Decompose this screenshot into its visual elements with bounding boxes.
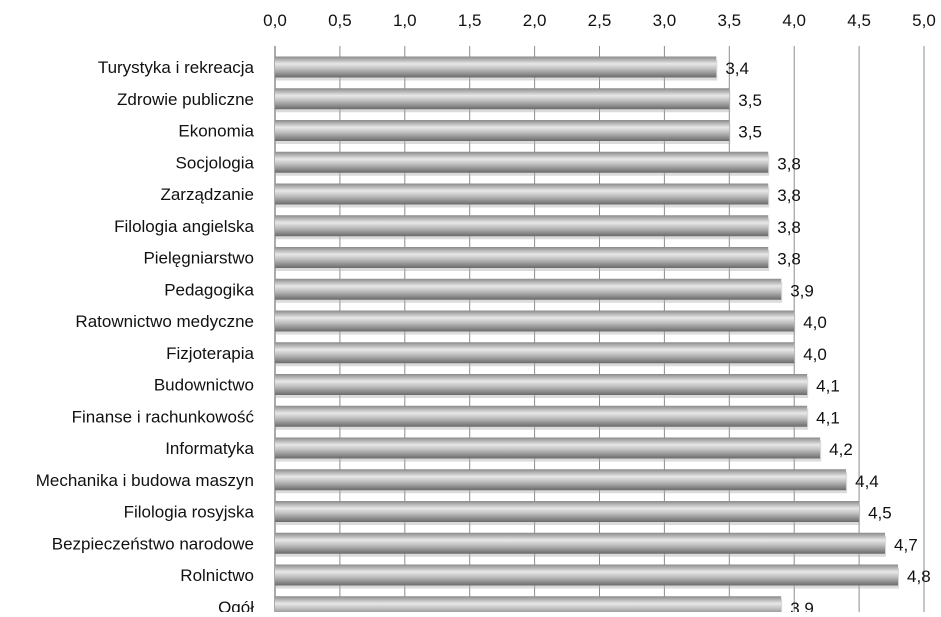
bar bbox=[275, 469, 847, 491]
x-tick-label: 4,0 bbox=[782, 11, 806, 30]
value-label: 4,4 bbox=[855, 472, 879, 491]
bar bbox=[275, 215, 769, 237]
value-labels: 3,43,53,53,83,83,83,83,94,04,04,14,14,24… bbox=[725, 59, 931, 617]
x-tick-label: 0,5 bbox=[328, 11, 352, 30]
bar bbox=[275, 247, 769, 268]
category-label: Ekonomia bbox=[178, 122, 254, 141]
value-label: 4,0 bbox=[803, 345, 827, 364]
category-label: Filologia angielska bbox=[114, 217, 254, 236]
category-label: Pedagogika bbox=[164, 280, 254, 299]
x-tick-label: 3,5 bbox=[717, 11, 741, 30]
value-label: 3,8 bbox=[777, 154, 801, 173]
category-label: Zdrowie publiczne bbox=[117, 90, 254, 109]
category-label: Fizjoterapia bbox=[166, 344, 254, 363]
value-label: 3,9 bbox=[790, 599, 814, 612]
x-tick-label: 4,5 bbox=[847, 11, 871, 30]
value-label: 4,7 bbox=[894, 535, 918, 554]
value-label: 3,9 bbox=[790, 281, 814, 300]
value-label: 4,0 bbox=[803, 313, 827, 332]
bars bbox=[275, 56, 900, 617]
category-label: Bezpieczeństwo narodowe bbox=[52, 534, 254, 553]
category-label: Ratownictwo medyczne bbox=[75, 312, 254, 331]
category-label: Budownictwo bbox=[154, 376, 254, 395]
value-label: 4,8 bbox=[907, 567, 931, 586]
x-axis-tick-labels: 0,0 0,5 1,0 1,5 2,0 2,5 3,0 3,5 4,0 4,5 5,0 bbox=[263, 11, 936, 30]
bar bbox=[275, 437, 821, 459]
category-label: Socjologia bbox=[176, 153, 255, 172]
value-label: 3,8 bbox=[777, 218, 801, 237]
bar bbox=[275, 532, 886, 554]
bar bbox=[275, 310, 795, 332]
value-label: 3,8 bbox=[777, 250, 801, 269]
category-label: Informatyka bbox=[165, 439, 254, 458]
category-label: Finanse i rachunkowość bbox=[72, 407, 255, 426]
x-tick-label: 5,0 bbox=[912, 11, 936, 30]
value-label: 4,2 bbox=[829, 440, 853, 459]
bar bbox=[275, 596, 782, 617]
x-tick-label: 2,0 bbox=[523, 11, 547, 30]
x-tick-label: 3,0 bbox=[653, 11, 677, 30]
value-label: 3,5 bbox=[738, 91, 762, 110]
value-label: 4,5 bbox=[868, 504, 892, 523]
category-label: Turystyka i rekreacja bbox=[98, 58, 255, 77]
bar bbox=[275, 120, 730, 141]
x-tick-label: 1,0 bbox=[393, 11, 417, 30]
bar bbox=[275, 374, 808, 395]
bar bbox=[275, 183, 769, 205]
bar bbox=[275, 88, 730, 110]
value-label: 4,1 bbox=[816, 408, 840, 427]
value-label: 3,5 bbox=[738, 123, 762, 142]
x-tick-label: 1,5 bbox=[458, 11, 482, 30]
bar bbox=[275, 342, 795, 364]
bar bbox=[275, 501, 860, 522]
value-label: 3,8 bbox=[777, 186, 801, 205]
x-tick-label: 0,0 bbox=[263, 11, 287, 30]
bar bbox=[275, 56, 717, 78]
category-label: Mechanika i budowa maszyn bbox=[36, 471, 254, 490]
category-label: Rolnictwo bbox=[180, 566, 254, 585]
category-labels: Turystyka i rekreacja Zdrowie publiczne Ek… bbox=[36, 58, 255, 617]
bar bbox=[275, 278, 782, 300]
category-label: Ogół bbox=[218, 598, 254, 612]
bar bbox=[275, 151, 769, 173]
category-label: Filologia rosyjska bbox=[124, 503, 255, 522]
category-label: Pielęgniarstwo bbox=[143, 249, 254, 268]
x-tick-label: 2,5 bbox=[588, 11, 612, 30]
value-label: 3,4 bbox=[725, 59, 749, 78]
value-label: 4,1 bbox=[816, 377, 840, 396]
bar bbox=[275, 405, 808, 427]
bar bbox=[275, 564, 899, 586]
category-label: Zarządzanie bbox=[160, 185, 254, 204]
